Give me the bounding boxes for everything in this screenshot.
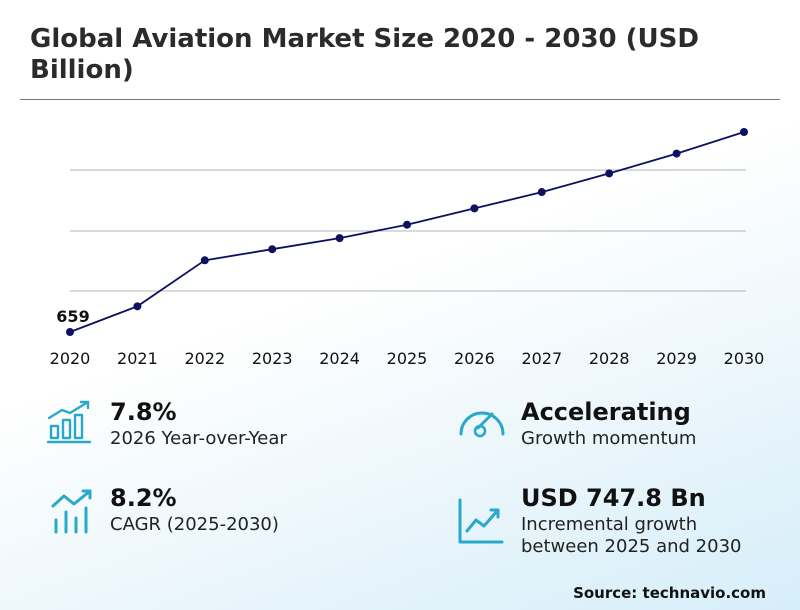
- data-point: [268, 245, 277, 254]
- stat-cagr-value: 8.2%: [110, 484, 177, 512]
- data-point: [740, 128, 748, 136]
- x-tick-label: 2020: [50, 349, 91, 368]
- data-point: [335, 234, 344, 243]
- x-tick-label: 2025: [387, 349, 428, 368]
- data-point: [672, 149, 681, 158]
- stat-cagr-desc: CAGR (2025-2030): [110, 514, 279, 535]
- data-labels: 659: [56, 307, 89, 326]
- title-divider: [20, 99, 780, 100]
- stat-incremental-desc-1: Incremental growth: [521, 514, 698, 535]
- growth-bars-icon: [51, 489, 92, 534]
- stat-yoy: 7.8% 2026 Year-over-Year: [110, 398, 287, 450]
- stat-momentum-desc: Growth momentum: [521, 428, 697, 449]
- x-tick-label: 2024: [319, 349, 360, 368]
- data-point: [403, 220, 411, 229]
- data-label: 659: [56, 307, 89, 326]
- data-point: [133, 302, 142, 311]
- x-tick-label: 2027: [521, 349, 562, 368]
- x-tick-label: 2028: [589, 349, 630, 368]
- stat-yoy-value: 7.8%: [110, 398, 177, 426]
- data-point: [605, 169, 614, 178]
- bar-chart-up-icon: [46, 400, 92, 444]
- stat-momentum: Accelerating Growth momentum: [521, 398, 696, 450]
- series-line: [69, 131, 745, 333]
- stat-incremental-value: USD 747.8 Bn: [521, 484, 706, 512]
- x-tick-label: 2022: [184, 349, 225, 368]
- stat-incremental: USD 747.8 Bn Incremental growth between …: [521, 484, 741, 558]
- source-credit: Source: technavio.com: [573, 584, 766, 602]
- x-tick-label: 2026: [454, 349, 495, 368]
- chart-series: [66, 128, 748, 336]
- stat-yoy-desc: 2026 Year-over-Year: [110, 428, 287, 449]
- stat-incremental-desc-2: between 2025 and 2030: [521, 536, 742, 557]
- x-tick-label: 2021: [117, 349, 158, 368]
- data-point: [200, 256, 209, 265]
- line-chart: 2020 2021 2022 2023 2024 2025 2026 2027 2028 2029…: [50, 128, 765, 368]
- x-tick-label: 2030: [724, 349, 765, 368]
- trend-line-chart-icon: [458, 498, 504, 544]
- x-axis-ticks: 2020 2021 2022 2023 2024 2025 2026 2027 2028 2029…: [50, 349, 765, 368]
- data-point: [66, 328, 74, 336]
- speedometer-icon: [459, 411, 505, 438]
- stat-momentum-value: Accelerating: [521, 398, 691, 426]
- chart-title: Global Aviation Market Size 2020 - 2030 …: [30, 24, 699, 85]
- stat-cagr: 8.2% CAGR (2025-2030): [110, 484, 279, 536]
- data-point: [537, 188, 546, 197]
- data-point: [470, 204, 479, 213]
- x-tick-label: 2023: [252, 349, 293, 368]
- x-tick-label: 2029: [656, 349, 697, 368]
- chart-gridlines: [70, 169, 746, 292]
